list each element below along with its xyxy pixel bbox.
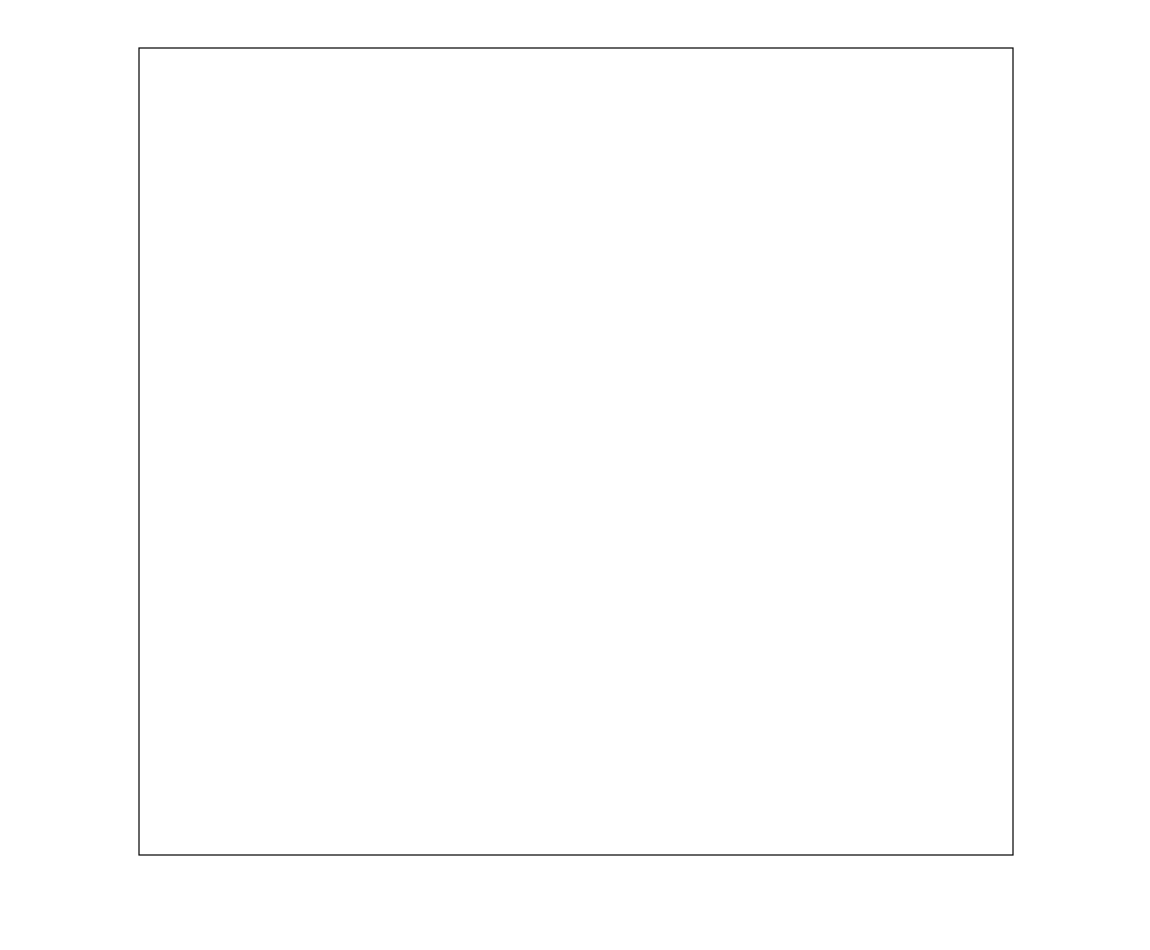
- plot-frame: [138, 47, 1014, 856]
